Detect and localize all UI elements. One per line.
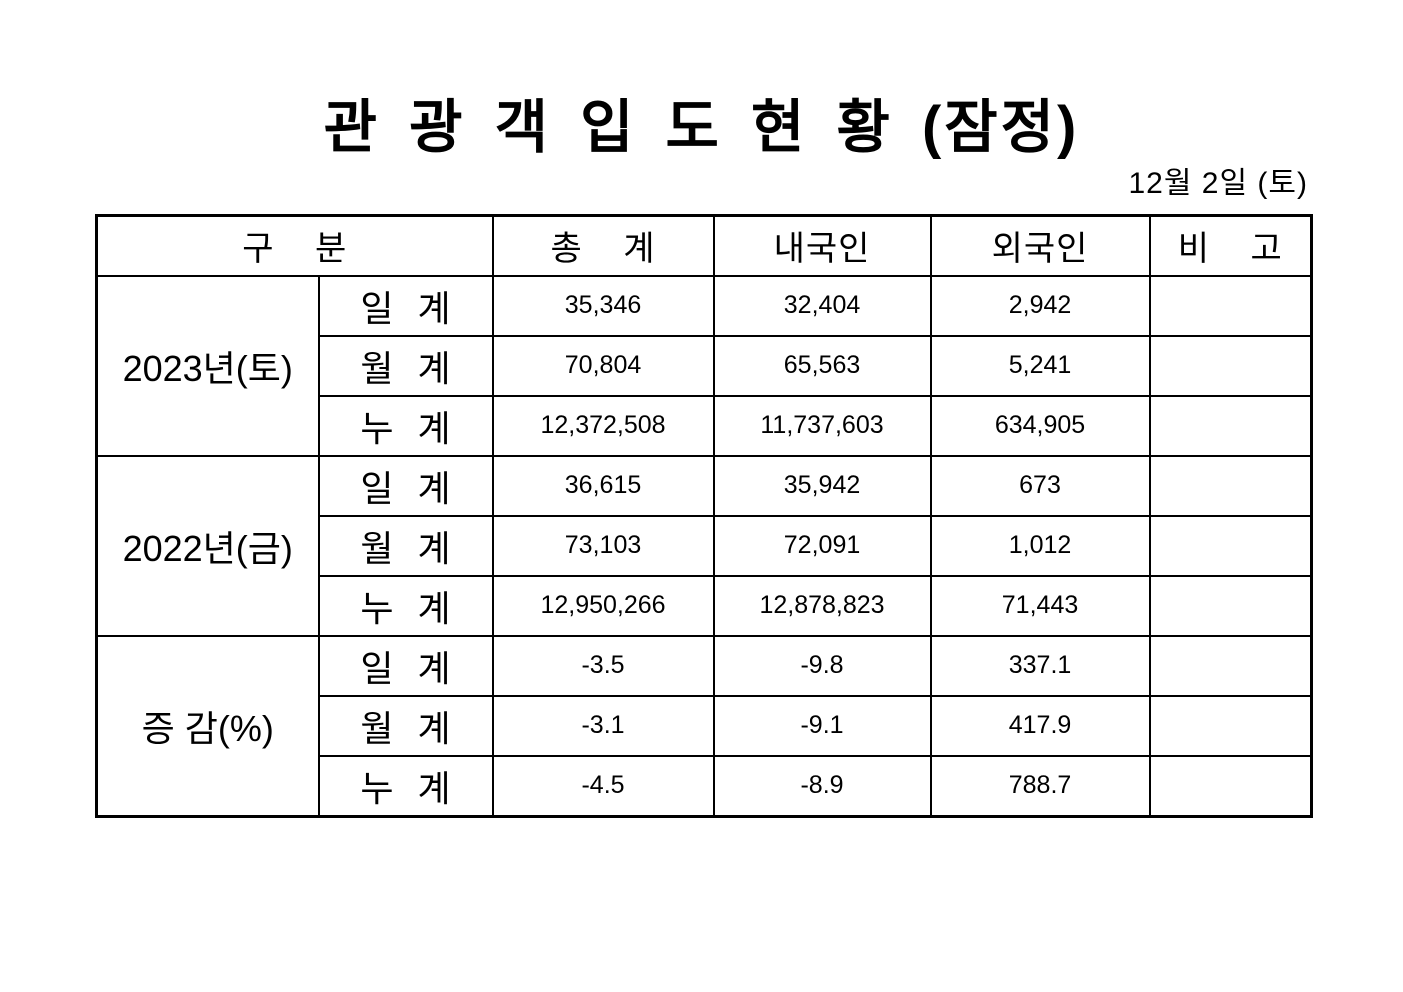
cell-note (1148, 514, 1313, 577)
cell-note (1148, 454, 1313, 517)
cell-total: 36,615 (491, 454, 715, 517)
header-row: 구 분 총 계 내국인 외국인 비 고 (95, 214, 1313, 277)
row-label: 일 계 (317, 274, 494, 337)
cell-domestic: 12,878,823 (712, 574, 932, 637)
row-label: 누 계 (317, 394, 494, 457)
cell-foreign: 417.9 (929, 694, 1151, 757)
table-row: 월 계 70,804 65,563 5,241 (97, 334, 1313, 397)
cell-foreign: 788.7 (929, 754, 1151, 818)
cell-note (1148, 694, 1313, 757)
table-row: 누 계 12,372,508 11,737,603 634,905 (97, 394, 1313, 457)
cell-total: 12,950,266 (491, 574, 715, 637)
col-header-total: 총 계 (491, 214, 715, 277)
cell-foreign: 71,443 (929, 574, 1151, 637)
col-header-note: 비 고 (1148, 214, 1313, 277)
cell-total: -4.5 (491, 754, 715, 818)
table-row: 2022년(금) 일 계 36,615 35,942 673 (95, 454, 1313, 637)
arrivals-table: 구 분 총 계 내국인 외국인 비 고 2023년(토) 일 계 35,346 … (95, 213, 1314, 818)
cell-total: 12,372,508 (491, 394, 715, 457)
cell-note (1148, 754, 1313, 818)
group-label-2023: 2023년(토) (95, 274, 320, 457)
group-label-change: 증 감(%) (95, 634, 320, 818)
cell-domestic: 72,091 (712, 514, 932, 577)
col-header-domestic: 내국인 (712, 214, 932, 277)
row-label: 누 계 (317, 754, 494, 818)
page-title: 관 광 객 입 도 현 황 (잠정) (323, 95, 1080, 160)
cell-foreign: 5,241 (929, 334, 1151, 397)
report-date: 12월 2일 (토) (1128, 166, 1308, 200)
table-row: 월 계 -3.1 -9.1 417.9 (97, 694, 1313, 757)
group-label-2022: 2022년(금) (95, 454, 320, 637)
cell-note (1148, 274, 1313, 337)
cell-domestic: -8.9 (712, 754, 932, 818)
cell-domestic: 32,404 (712, 274, 932, 337)
cell-domestic: -9.8 (712, 634, 932, 697)
cell-foreign: 2,942 (929, 274, 1151, 337)
cell-note (1148, 394, 1313, 457)
cell-foreign: 337.1 (929, 634, 1151, 697)
cell-domestic: 11,737,603 (712, 394, 932, 457)
cell-foreign: 1,012 (929, 514, 1151, 577)
row-label: 월 계 (317, 694, 494, 757)
row-label: 일 계 (317, 454, 494, 517)
cell-domestic: 35,942 (712, 454, 932, 517)
cell-note (1148, 634, 1313, 697)
cell-foreign: 673 (929, 454, 1151, 517)
date-strip: 12월 2일 (토) (95, 166, 1310, 202)
row-label: 일 계 (317, 634, 494, 697)
table-row: 누 계 12,950,266 12,878,823 71,443 (97, 574, 1313, 637)
cell-total: 70,804 (491, 334, 715, 397)
table-row: 증 감(%) 일 계 -3.5 -9.8 337.1 (95, 634, 1313, 818)
cell-note (1148, 334, 1313, 397)
row-label: 누 계 (317, 574, 494, 637)
cell-foreign: 634,905 (929, 394, 1151, 457)
cell-total: -3.5 (491, 634, 715, 697)
table-row: 2023년(토) 일 계 35,346 32,404 2,942 (95, 274, 1313, 457)
cell-total: 35,346 (491, 274, 715, 337)
row-label: 월 계 (317, 514, 494, 577)
cell-domestic: -9.1 (712, 694, 932, 757)
col-header-category: 구 분 (95, 214, 494, 277)
row-label: 월 계 (317, 334, 494, 397)
table-row: 누 계 -4.5 -8.9 788.7 (97, 754, 1313, 818)
cell-domestic: 65,563 (712, 334, 932, 397)
cell-total: -3.1 (491, 694, 715, 757)
col-header-foreign: 외국인 (929, 214, 1151, 277)
cell-note (1148, 574, 1313, 637)
table-row: 월 계 73,103 72,091 1,012 (97, 514, 1313, 577)
cell-total: 73,103 (491, 514, 715, 577)
